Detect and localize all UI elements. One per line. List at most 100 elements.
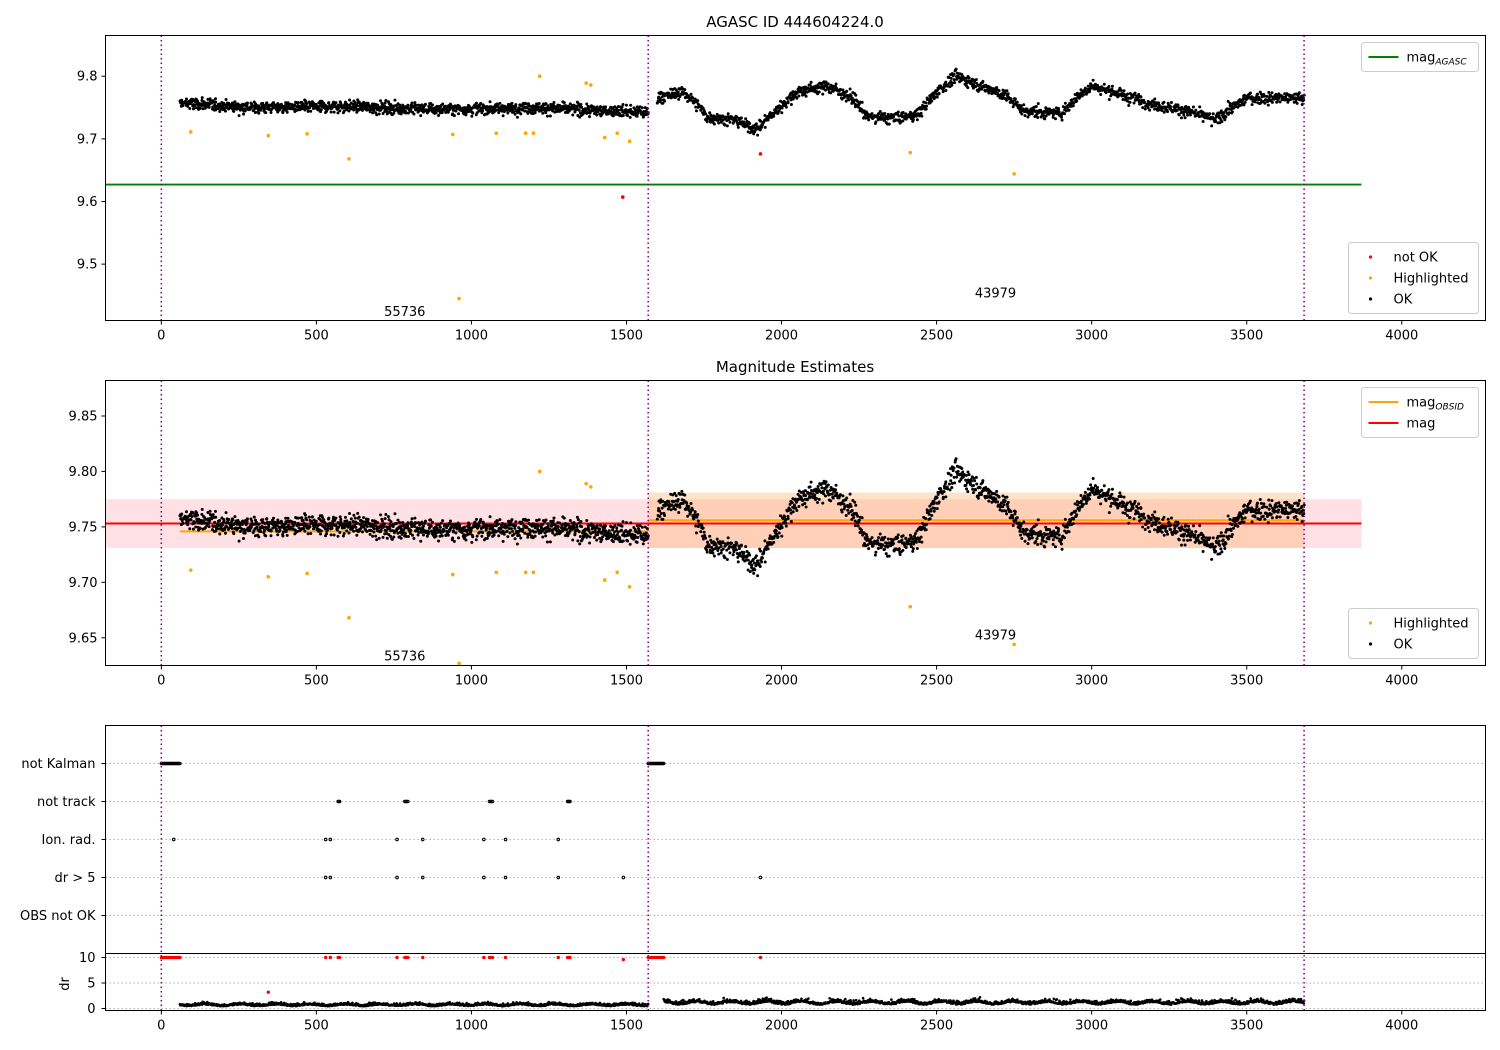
data-point-ok bbox=[437, 539, 441, 543]
data-point-ok bbox=[508, 109, 512, 113]
data-point-ok bbox=[253, 534, 257, 538]
data-point-ok bbox=[804, 505, 808, 509]
data-point-ok bbox=[705, 550, 709, 554]
data-point-ok bbox=[853, 524, 857, 528]
data-point-ok bbox=[406, 523, 410, 527]
data-point-ok bbox=[737, 544, 741, 548]
data-point-ok bbox=[809, 80, 813, 84]
data-point-ok bbox=[742, 551, 746, 555]
data-point-ok bbox=[585, 102, 589, 106]
data-point-highlighted bbox=[457, 296, 461, 301]
data-point-ok bbox=[689, 92, 693, 96]
data-point-ok bbox=[791, 510, 795, 514]
data-point-ok bbox=[919, 111, 923, 115]
data-point-ok bbox=[1091, 78, 1095, 82]
data-point-ok bbox=[954, 457, 958, 461]
data-point-ok bbox=[423, 102, 427, 106]
data-point-ok bbox=[497, 111, 501, 115]
data-point-ok bbox=[696, 519, 700, 523]
data-point-ok bbox=[406, 534, 410, 538]
data-point-ok bbox=[214, 100, 218, 104]
data-point-ok bbox=[372, 530, 376, 534]
data-point-ok bbox=[760, 560, 764, 564]
data-point-ok bbox=[728, 120, 732, 124]
data-point-ok bbox=[699, 530, 703, 534]
data-point-ok bbox=[595, 105, 599, 109]
data-point-ok bbox=[826, 82, 830, 86]
data-point-ok bbox=[551, 531, 555, 535]
data-point-ok bbox=[295, 530, 299, 534]
data-point-ok bbox=[581, 535, 585, 539]
data-point-ok bbox=[1075, 99, 1079, 103]
data-point-ok bbox=[180, 98, 184, 102]
data-point-ok bbox=[326, 526, 330, 530]
data-point-ok bbox=[1220, 120, 1224, 124]
data-point-ok bbox=[1295, 101, 1299, 105]
data-point-ok bbox=[1000, 509, 1004, 513]
data-point-ok bbox=[419, 539, 423, 543]
data-point-ok bbox=[513, 526, 517, 530]
data-point-ok bbox=[296, 101, 300, 105]
data-point-ok bbox=[345, 519, 349, 523]
data-point-ok bbox=[950, 83, 954, 87]
data-point-ok bbox=[401, 521, 405, 525]
data-point-ok bbox=[191, 511, 195, 515]
data-point-ok bbox=[371, 111, 375, 115]
data-point-ok bbox=[910, 540, 914, 544]
data-point-ok bbox=[218, 110, 222, 114]
data-point-ok bbox=[857, 518, 861, 522]
data-point-ok bbox=[898, 552, 902, 556]
data-point-ok bbox=[595, 113, 599, 117]
data-point-ok bbox=[661, 101, 665, 105]
data-point-ok bbox=[383, 517, 387, 521]
data-point-ok bbox=[390, 537, 394, 541]
data-point-ok bbox=[924, 101, 928, 105]
data-point-ok bbox=[840, 510, 844, 514]
data-point-ok bbox=[427, 109, 431, 113]
data-point-ok bbox=[772, 114, 776, 118]
data-point-ok bbox=[265, 517, 269, 521]
data-point-ok bbox=[788, 502, 792, 506]
data-point-ok bbox=[1136, 95, 1140, 99]
data-point-ok bbox=[930, 514, 934, 518]
data-point-ok bbox=[593, 529, 597, 533]
data-point-ok bbox=[329, 110, 333, 114]
data-point-ok bbox=[862, 542, 866, 546]
data-point-ok bbox=[464, 538, 468, 542]
data-point-ok bbox=[683, 493, 687, 497]
data-point-ok bbox=[691, 96, 695, 100]
data-point-ok bbox=[441, 519, 445, 523]
data-point-ok bbox=[207, 521, 211, 525]
data-point-ok bbox=[937, 500, 941, 504]
data-point-ok bbox=[406, 111, 410, 115]
data-point-ok bbox=[780, 106, 784, 110]
data-point-ok bbox=[491, 526, 495, 530]
data-point-ok bbox=[396, 518, 400, 522]
data-point-ok bbox=[575, 523, 579, 527]
data-point-ok bbox=[795, 96, 799, 100]
data-point-ok bbox=[739, 116, 743, 120]
data-point-ok bbox=[728, 544, 732, 548]
data-point-ok bbox=[1086, 84, 1090, 88]
data-point-ok bbox=[696, 513, 700, 517]
data-point-ok bbox=[181, 521, 185, 525]
data-point-ok bbox=[838, 493, 842, 497]
data-point-ok bbox=[489, 531, 493, 535]
data-point-ok bbox=[389, 103, 393, 107]
data-point-ok bbox=[831, 496, 835, 500]
data-point-ok bbox=[200, 521, 204, 525]
data-point-ok bbox=[348, 511, 352, 515]
data-point-ok bbox=[805, 498, 809, 502]
y-tick-label: 9.8 bbox=[77, 70, 98, 85]
data-point-ok bbox=[678, 505, 682, 509]
data-point-ok bbox=[351, 102, 355, 106]
data-point-ok bbox=[752, 571, 756, 575]
data-point-ok bbox=[626, 113, 630, 117]
data-point-ok bbox=[974, 78, 978, 82]
data-point-ok bbox=[341, 522, 345, 526]
data-point-ok bbox=[389, 520, 393, 524]
data-point-ok bbox=[534, 108, 538, 112]
